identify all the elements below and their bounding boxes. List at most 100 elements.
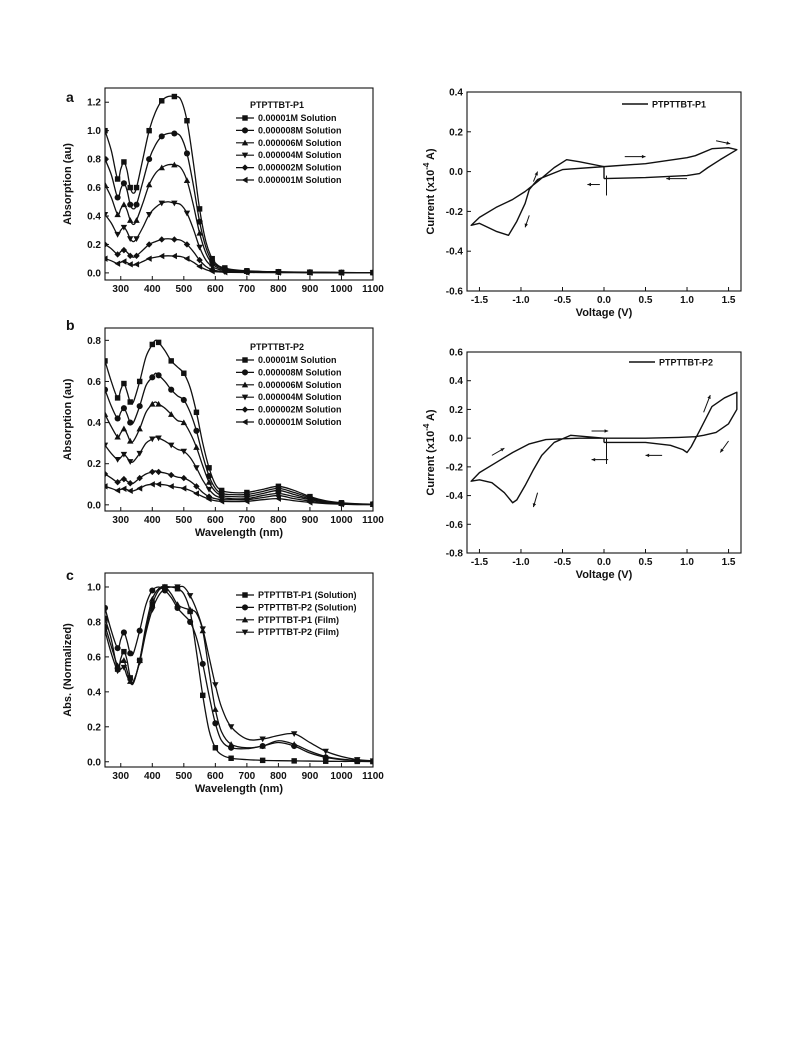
legend-label: PTPTTBT-P1 (Solution) <box>258 590 357 600</box>
data-point <box>127 678 134 685</box>
x-axis-label: Wavelength (nm) <box>195 527 284 539</box>
data-point <box>120 451 128 458</box>
data-point <box>105 156 109 163</box>
data-point <box>155 339 162 346</box>
series-line <box>470 147 738 236</box>
y-tick-label: 0.6 <box>87 377 101 388</box>
arrow-head <box>587 182 591 187</box>
plot-frame <box>104 327 374 512</box>
series-5 <box>105 481 373 508</box>
y-tick-label: 0.6 <box>449 348 463 359</box>
x-tick-label: 800 <box>270 284 287 295</box>
y-tick-label: -0.2 <box>446 207 464 218</box>
x-tick-label: 900 <box>302 284 319 295</box>
data-point <box>120 475 128 483</box>
data-point <box>121 648 127 655</box>
data-point <box>242 115 248 121</box>
data-point <box>241 616 249 623</box>
data-point <box>133 236 140 242</box>
data-point <box>127 236 134 242</box>
series-3 <box>105 200 373 276</box>
data-point <box>120 485 127 492</box>
data-point <box>168 442 175 449</box>
data-point <box>322 753 329 760</box>
arrow-head <box>604 429 609 433</box>
data-point <box>306 499 313 506</box>
data-point <box>241 381 249 388</box>
data-point <box>155 481 162 488</box>
y-axis-label: Current (x10-4 A) <box>422 409 437 496</box>
data-point <box>180 474 188 482</box>
legend-label: 0.000006M Solution <box>258 380 342 390</box>
arrow-head <box>666 176 670 181</box>
data-point <box>105 255 108 262</box>
data-point <box>168 471 175 479</box>
y-tick-label: 0.6 <box>87 652 101 663</box>
series-line <box>105 201 373 274</box>
legend-title: PTPTTBT-P1 <box>250 100 304 110</box>
x-tick-label: 900 <box>302 771 319 782</box>
arrow-head <box>532 503 537 508</box>
data-point <box>241 164 249 171</box>
arrow-head <box>726 141 731 145</box>
arrow-head <box>645 453 650 458</box>
y-tick-label: -0.6 <box>446 287 464 298</box>
y-tick-label: 0.2 <box>449 127 463 138</box>
data-point <box>114 231 121 238</box>
data-point <box>241 629 249 636</box>
y-tick-label: 0.2 <box>87 459 101 470</box>
data-point <box>174 584 181 591</box>
data-point <box>127 675 133 681</box>
x-tick-label: 300 <box>112 515 129 526</box>
data-point <box>127 261 133 268</box>
plot-frame <box>466 351 742 554</box>
data-point <box>136 378 143 385</box>
data-point <box>171 236 178 243</box>
data-point <box>212 682 219 689</box>
data-point <box>241 139 249 146</box>
data-point <box>259 757 266 764</box>
y-axis-label: Absorption (au) <box>62 378 74 460</box>
data-point <box>199 626 206 633</box>
data-point <box>114 433 121 440</box>
x-tick-label: 700 <box>239 515 256 526</box>
plot-area <box>470 147 738 236</box>
data-point <box>369 270 373 275</box>
x-tick-label: 0.0 <box>597 295 611 306</box>
direction-arrows <box>524 140 731 228</box>
legend-label: 0.000001M Solution <box>258 417 342 427</box>
data-point <box>183 177 191 184</box>
y-tick-label: -0.4 <box>446 491 464 502</box>
y-tick-label: 1.0 <box>87 582 101 593</box>
series-1 <box>105 372 373 508</box>
plot-area <box>105 339 373 508</box>
x-tick-label: -0.5 <box>554 295 572 306</box>
y-tick-label: 1.0 <box>87 126 101 137</box>
x-tick-label: 900 <box>302 515 319 526</box>
x-tick-label: 1.0 <box>680 557 694 568</box>
data-point <box>168 358 174 364</box>
data-point <box>193 490 199 497</box>
y-tick-label: 0.4 <box>87 687 101 698</box>
x-tick-label: 600 <box>207 515 224 526</box>
data-point <box>136 450 143 457</box>
data-point <box>227 741 235 747</box>
data-point <box>120 246 128 254</box>
x-tick-label: 1100 <box>362 771 384 782</box>
data-point <box>338 501 345 508</box>
legend-label: PTPTTBT-P1 <box>652 100 706 110</box>
legend: PTPTTBT-P2 0.00001M Solution 0.000008M Sol… <box>236 342 342 427</box>
y-tick-label: 0.2 <box>449 405 463 416</box>
data-point <box>114 176 121 182</box>
legend: PTPTTBT-P1 (Solution) PTPTTBT-P2 (Solutio… <box>236 590 357 637</box>
data-point <box>241 394 249 401</box>
data-point <box>158 252 165 260</box>
arrow-head <box>500 448 505 452</box>
chart-cv1: -1.5 -1.0 -0.5 0.0 0.5 1.0 1.5 -0.6 -0.4 -0.2 0.0 0… <box>422 88 742 319</box>
data-point <box>193 465 200 472</box>
series-3 <box>105 584 373 765</box>
data-point <box>180 396 187 404</box>
panel-label: c <box>66 567 74 583</box>
legend-label: PTPTTBT-P2 (Solution) <box>258 602 357 612</box>
data-point <box>275 269 281 276</box>
